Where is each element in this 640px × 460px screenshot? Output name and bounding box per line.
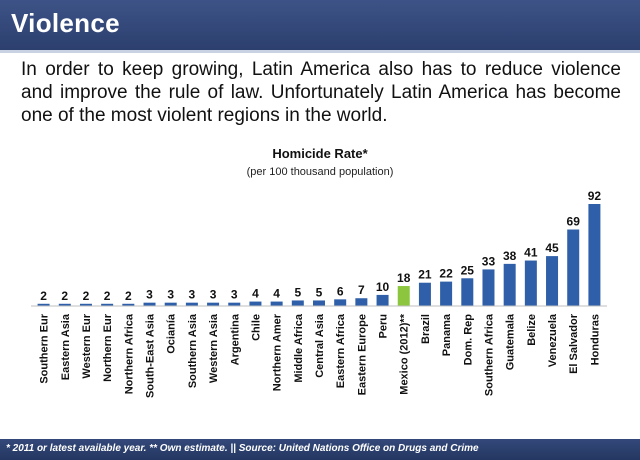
- category-label-middle-africa: Middle Africa: [293, 313, 305, 383]
- value-label-argentina: 3: [231, 288, 238, 302]
- category-label-belize: Belize: [526, 314, 538, 346]
- bars-group: [37, 204, 601, 306]
- value-label-eastern-asia: 2: [61, 289, 68, 303]
- category-label-northern-africa: Northern Africa: [123, 313, 135, 394]
- value-label-eastern-africa: 6: [337, 284, 344, 298]
- bar-guatemala: [503, 263, 516, 306]
- category-label-panama: Panama: [441, 313, 453, 356]
- value-label-northern-amer: 4: [273, 287, 280, 301]
- bar-dom-rep: [461, 278, 474, 306]
- bar-northern-eur: [101, 303, 114, 306]
- category-label-dom-rep: Dom. Rep: [462, 314, 474, 366]
- category-label-venezuela: Venezuela: [547, 313, 559, 367]
- value-label-eastern-europe: 7: [358, 283, 365, 297]
- homicide-rate-chart: Homicide Rate* (per 100 thousand populat…: [31, 146, 607, 398]
- value-label-el-salvador: 69: [567, 215, 581, 229]
- bar-honduras: [588, 204, 601, 306]
- category-label-mexico-2012: Mexico (2012)**: [399, 313, 411, 394]
- value-label-venezuela: 45: [545, 241, 559, 255]
- category-label-central-asia: Central Asia: [314, 313, 326, 378]
- bar-peru: [376, 294, 389, 306]
- slide-header: Violence: [0, 0, 640, 50]
- category-label-northern-eur: Northern Eur: [102, 313, 114, 382]
- value-label-northern-africa: 2: [125, 289, 132, 303]
- value-label-guatemala: 38: [503, 249, 517, 263]
- bar-southern-africa: [482, 269, 495, 306]
- value-label-western-asia: 3: [210, 288, 217, 302]
- slide-title: Violence: [11, 8, 120, 38]
- value-label-chile: 4: [252, 287, 259, 301]
- value-label-southern-asia: 3: [189, 288, 196, 302]
- bar-mexico-2012: [397, 286, 410, 306]
- value-label-panama: 22: [439, 267, 453, 281]
- bar-central-asia: [313, 300, 325, 306]
- category-label-peru: Peru: [378, 314, 390, 338]
- chart-title: Homicide Rate*: [272, 146, 368, 161]
- bar-western-eur: [79, 303, 92, 306]
- bar-eastern-asia: [58, 303, 71, 306]
- header-divider: [0, 50, 640, 53]
- chart-subtitle: (per 100 thousand population): [247, 166, 394, 178]
- value-label-belize: 41: [524, 246, 538, 260]
- value-label-brazil: 21: [418, 268, 432, 282]
- bar-northern-amer: [270, 301, 283, 306]
- bar-argentina: [228, 302, 241, 306]
- category-label-chile: Chile: [250, 314, 262, 341]
- value-label-honduras: 92: [588, 189, 602, 203]
- bar-middle-africa: [291, 300, 304, 306]
- value-label-northern-eur: 2: [104, 289, 111, 303]
- footer-bar: * 2011 or latest available year. ** Own …: [0, 439, 640, 460]
- bar-chile: [249, 301, 262, 306]
- bar-eastern-africa: [334, 299, 347, 306]
- category-label-honduras: Honduras: [589, 314, 601, 365]
- category-label-eastern-europe: Eastern Europe: [356, 314, 368, 395]
- category-label-eastern-africa: Eastern Africa: [335, 313, 347, 388]
- category-label-ocian-a: Ocianía: [166, 313, 178, 354]
- bar-southern-asia: [185, 302, 198, 306]
- value-label-central-asia: 5: [316, 285, 323, 299]
- value-label-dom-rep: 25: [461, 263, 475, 277]
- bar-panama: [440, 281, 453, 306]
- value-label-middle-africa: 5: [294, 285, 301, 299]
- category-label-el-salvador: El Salvador: [568, 313, 580, 374]
- category-label-guatemala: Guatemala: [505, 313, 517, 370]
- slide-body-text: In order to keep growing, Latin America …: [21, 59, 621, 126]
- value-label-southern-africa: 33: [482, 254, 496, 268]
- category-label-south-east-asia: South-East Asia: [145, 313, 157, 398]
- value-label-western-eur: 2: [83, 289, 90, 303]
- value-label-south-east-asia: 3: [146, 288, 153, 302]
- category-label-brazil: Brazil: [420, 314, 432, 344]
- category-label-southern-africa: Southern Africa: [483, 313, 495, 396]
- bar-ocian-a: [164, 302, 177, 306]
- footer-source-note: * 2011 or latest available year. ** Own …: [6, 443, 479, 454]
- category-label-northern-amer: Northern Amer: [272, 313, 284, 391]
- value-label-ocian-a: 3: [167, 288, 174, 302]
- value-label-mexico-2012: 18: [397, 271, 411, 285]
- category-label-western-eur: Western Eur: [81, 313, 93, 378]
- bar-northern-africa: [122, 303, 135, 306]
- bar-south-east-asia: [143, 302, 156, 306]
- bar-western-asia: [207, 302, 220, 306]
- bar-belize: [524, 260, 537, 306]
- category-label-argentina: Argentina: [229, 313, 241, 365]
- bar-southern-eur: [37, 303, 50, 306]
- category-label-southern-eur: Southern Eur: [39, 313, 51, 383]
- bar-el-salvador: [567, 229, 580, 306]
- bar-brazil: [418, 282, 431, 306]
- value-label-southern-eur: 2: [40, 289, 47, 303]
- category-label-eastern-asia: Eastern Asia: [60, 313, 72, 380]
- bar-venezuela: [546, 256, 559, 306]
- category-label-western-asia: Western Asia: [208, 313, 220, 383]
- category-labels-group: Southern Eur Eastern Asia Western Eur North…: [39, 313, 602, 398]
- category-label-southern-asia: Southern Asia: [187, 313, 199, 388]
- value-label-peru: 10: [376, 280, 390, 294]
- bar-eastern-europe: [355, 298, 368, 306]
